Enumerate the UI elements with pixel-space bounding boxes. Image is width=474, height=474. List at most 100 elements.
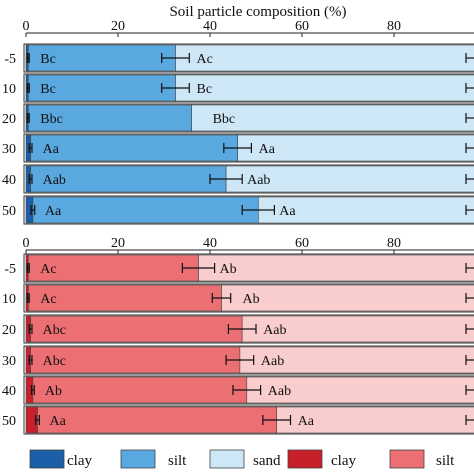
bar-row-frame	[23, 375, 474, 405]
legend-item-silt: silt	[120, 449, 187, 469]
bar-row: Ab Aab 40	[2, 375, 474, 405]
bar-row-frame	[23, 43, 474, 73]
category-label: 50	[2, 204, 16, 219]
legend-item-sand: sand	[209, 449, 281, 469]
bar-row: Ac Ab -5	[4, 253, 474, 283]
x-tick-label: 0	[23, 19, 30, 34]
bar-segment-sand	[246, 376, 474, 404]
legend-label: sand	[253, 453, 281, 469]
bar-segment-silt	[27, 104, 192, 132]
bar-segment-silt	[27, 284, 222, 312]
x-tick-label: 40	[203, 236, 217, 251]
silt-significance-label: Ac	[40, 292, 56, 307]
bar-row-frame	[23, 164, 474, 194]
category-label: -5	[4, 52, 16, 67]
category-label: 20	[2, 323, 16, 338]
legend: clay silt sand clay silt	[29, 449, 455, 469]
x-tick-label: 60	[295, 236, 309, 251]
bar-row: Aa Aa 50	[2, 195, 474, 225]
category-label: 40	[2, 173, 16, 188]
silt-significance-label: Aab	[43, 173, 66, 188]
bar-segment-sand	[198, 254, 474, 282]
sand-significance-label: Aab	[261, 354, 284, 369]
bar-row-frame	[23, 314, 474, 344]
bar-row-frame	[23, 133, 474, 163]
legend-label: clay	[67, 453, 92, 469]
bar-segment-sand	[175, 44, 474, 72]
x-tick-label: 0	[23, 236, 30, 251]
sand-significance-label: Ac	[197, 52, 213, 67]
bar-row: Bbc Bbc 20	[2, 103, 474, 133]
category-label: 50	[2, 414, 16, 429]
bar-segment-silt	[32, 376, 248, 404]
silt-significance-label: Bc	[40, 52, 56, 67]
sand-significance-label: Aa	[298, 414, 315, 429]
bar-segment-silt	[30, 346, 241, 374]
silt-significance-label: Abc	[43, 354, 66, 369]
category-label: 30	[2, 142, 16, 157]
bar-segment-silt	[32, 196, 259, 224]
bar-row-frame	[23, 103, 474, 133]
legend-swatch	[29, 449, 65, 469]
bar-row: Aab Aab 40	[2, 164, 474, 194]
bar-row-frame	[23, 283, 474, 313]
bar-segment-sand	[276, 406, 474, 434]
bar-segment-sand	[237, 134, 474, 162]
sand-significance-label: Aab	[247, 173, 270, 188]
bar-segment-silt	[27, 44, 176, 72]
legend-swatch	[389, 449, 425, 469]
bar-segment-silt	[37, 406, 277, 434]
sand-significance-label: Aa	[279, 204, 296, 219]
legend-label: silt	[168, 453, 187, 469]
x-tick-label: 80	[387, 236, 401, 251]
bar-segment-sand	[191, 104, 474, 132]
bar-row-frame	[23, 345, 474, 375]
bar-segment-silt	[27, 74, 176, 102]
legend-swatch	[209, 449, 245, 469]
sand-significance-label: Aab	[268, 384, 291, 399]
bar-row: Aa Aa 50	[2, 405, 474, 435]
legend-label: silt	[436, 453, 455, 469]
x-tick-label: 20	[111, 19, 125, 34]
bar-row-frame	[23, 195, 474, 225]
bar-segment-sand	[241, 315, 474, 343]
category-label: 40	[2, 384, 16, 399]
legend-item-clay: clay	[29, 449, 92, 469]
bar-row: Ac Ab 10	[2, 283, 474, 313]
bar-row-frame	[23, 405, 474, 435]
legend-swatch	[120, 449, 156, 469]
bar-segment-sand	[257, 196, 474, 224]
category-label: -5	[4, 262, 16, 277]
x-tick-label: 20	[111, 236, 125, 251]
bar-segment-silt	[30, 134, 238, 162]
sand-significance-label: Aab	[263, 323, 286, 338]
sand-significance-label: Bbc	[213, 112, 236, 127]
category-label: 20	[2, 112, 16, 127]
bar-row-frame	[23, 253, 474, 283]
bar-row: Bc Bc 10	[2, 73, 474, 103]
sand-significance-label: Aa	[259, 142, 276, 157]
legend-swatch	[287, 449, 323, 469]
silt-significance-label: Aa	[45, 204, 62, 219]
sand-significance-label: Ab	[220, 262, 237, 277]
silt-significance-label: Aa	[50, 414, 67, 429]
silt-significance-label: Abc	[43, 323, 66, 338]
legend-item-clay: clay	[287, 449, 356, 469]
category-label: 10	[2, 292, 16, 307]
bar-row: Aa Aa 30	[2, 133, 474, 163]
sand-significance-label: Bc	[197, 82, 213, 97]
silt-significance-label: Ab	[45, 384, 62, 399]
silt-significance-label: Aa	[43, 142, 60, 157]
bar-row: Bc Ac -5	[4, 43, 474, 73]
silt-significance-label: Ac	[40, 262, 56, 277]
bar-segment-sand	[175, 74, 474, 102]
silt-significance-label: Bc	[40, 82, 56, 97]
x-tick-label: 80	[387, 19, 401, 34]
x-tick-label: 40	[203, 19, 217, 34]
bar-row: Abc Aab 20	[2, 314, 474, 344]
legend-label: clay	[331, 453, 356, 469]
